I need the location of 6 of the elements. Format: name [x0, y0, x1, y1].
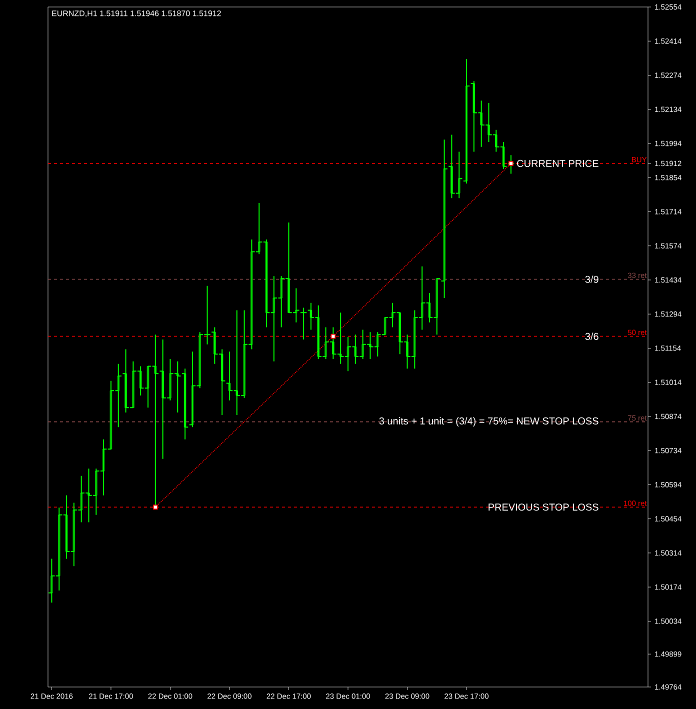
annotation: 3 units + 1 unit = (3/4) = 75%= NEW STOP LOSS	[379, 417, 598, 426]
annotation: PREVIOUS STOP LOSS	[488, 504, 598, 511]
annotation: CURRENT PRICE	[517, 160, 598, 168]
annotation: 3/9	[585, 276, 598, 283]
chart-title: EURNZD,H1 1.51911 1.51946 1.51870 1.51912	[52, 10, 221, 18]
annotation: 3/6	[585, 332, 598, 340]
